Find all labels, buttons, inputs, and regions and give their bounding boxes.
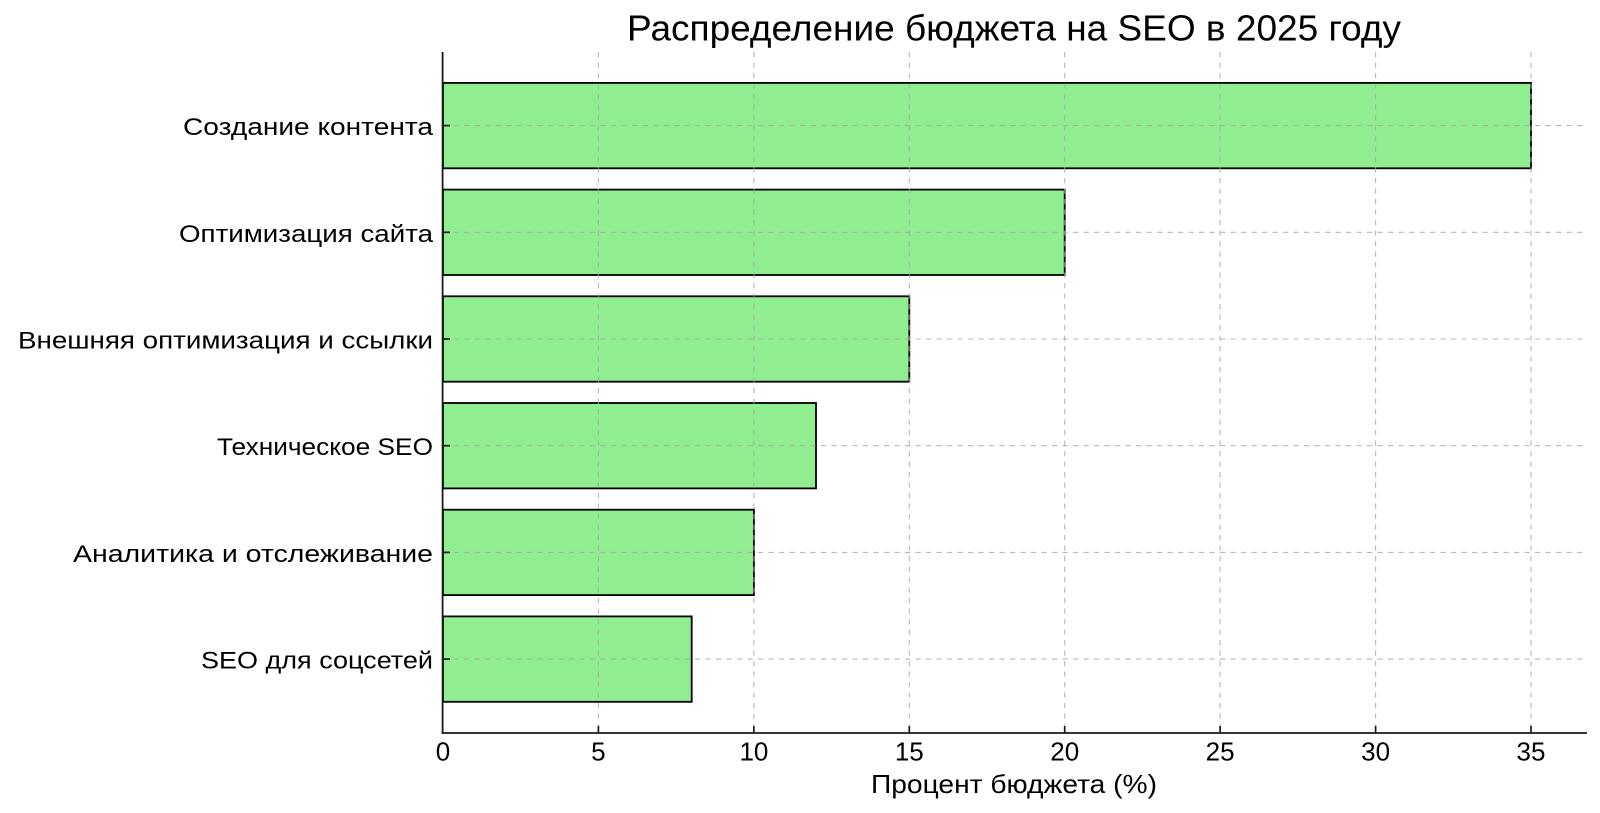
svg-text:Внешняя оптимизация и ссылки: Внешняя оптимизация и ссылки	[18, 328, 433, 355]
svg-text:Создание контента: Создание контента	[183, 114, 434, 141]
svg-text:10: 10	[739, 737, 768, 767]
svg-text:25: 25	[1206, 737, 1235, 767]
svg-text:Техническое SEO: Техническое SEO	[217, 434, 433, 461]
svg-text:Оптимизация сайта: Оптимизация сайта	[179, 221, 434, 248]
svg-text:35: 35	[1517, 737, 1546, 767]
svg-text:0: 0	[436, 737, 450, 767]
svg-text:SEO для соцсетей: SEO для соцсетей	[201, 648, 433, 675]
svg-text:20: 20	[1050, 737, 1079, 767]
svg-text:5: 5	[591, 737, 605, 767]
svg-text:Распределение бюджета на SEO в: Распределение бюджета на SEO в 2025 году	[627, 8, 1401, 49]
svg-text:Аналитика и отслеживание: Аналитика и отслеживание	[73, 541, 433, 568]
svg-text:30: 30	[1361, 737, 1390, 767]
svg-text:15: 15	[895, 737, 924, 767]
svg-text:Процент бюджета (%): Процент бюджета (%)	[871, 769, 1157, 799]
